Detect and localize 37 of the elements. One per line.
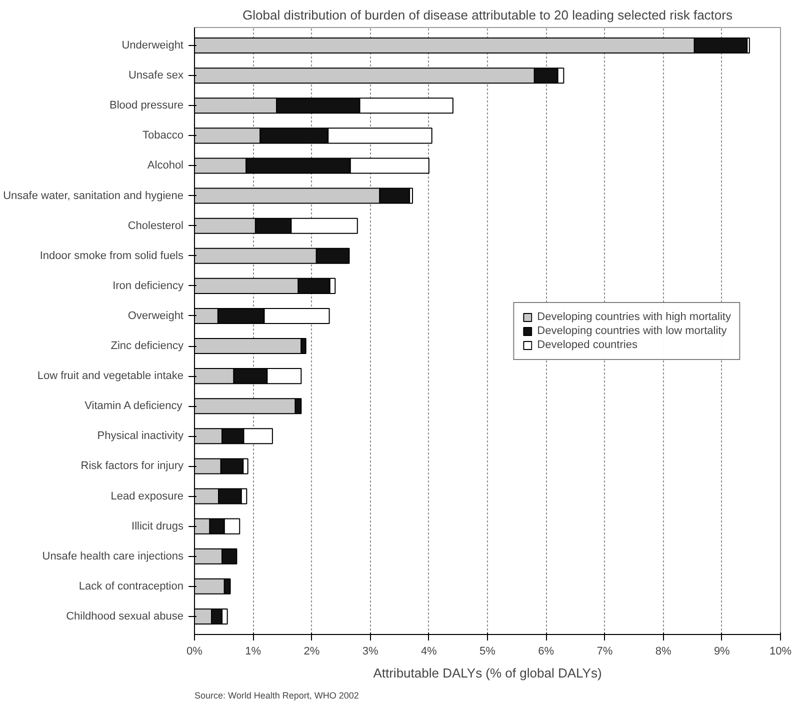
x-tick-label: 10%	[769, 646, 792, 658]
y-tick-label: Overweight	[128, 310, 184, 322]
y-tick-label: Unsafe health care injections	[42, 550, 184, 562]
y-tick-label: Lack of contraception	[78, 580, 184, 592]
legend-label: Developing countries with low mortality	[537, 324, 727, 336]
y-tick-label: Unsafe water, sanitation and hygiene	[3, 190, 184, 202]
x-tick-label: 1%	[245, 646, 262, 658]
y-tick-label: Iron deficiency	[112, 280, 184, 292]
y-tick-label: Illicit drugs	[132, 520, 184, 532]
y-tick-label: Cholesterol	[128, 220, 184, 232]
x-axis-title: Attributable DALYs (% of global DALYs)	[373, 666, 602, 680]
x-tick-label: 4%	[420, 646, 438, 658]
legend-label: Developed countries	[537, 338, 638, 350]
y-tick-label: Physical inactivity	[97, 430, 184, 442]
y-tick-label: Vitamin A deficiency	[84, 400, 183, 412]
x-tick-label: 9%	[714, 646, 730, 658]
y-tick-label: Low fruit and vegetable intake	[37, 370, 184, 382]
y-tick-label: Tobacco	[142, 130, 184, 142]
y-tick-label: Blood pressure	[110, 100, 184, 112]
x-tick-label: 2%	[304, 646, 320, 658]
y-tick-label: Lead exposure	[110, 490, 184, 502]
y-tick-label: Childhood sexual abuse	[66, 610, 184, 622]
x-tick-label: 8%	[655, 646, 672, 658]
y-tick-label: Zinc deficiency	[110, 340, 184, 352]
x-tick-label: 7%	[596, 646, 613, 658]
source-note: Source: World Health Report, WHO 2002	[194, 690, 359, 700]
y-tick-label: Underweight	[122, 40, 184, 52]
y-tick-label: Risk factors for injury	[80, 460, 184, 472]
x-tick-label: 3%	[362, 646, 378, 658]
x-tick-label: 6%	[538, 646, 554, 658]
y-tick-label: Unsafe sex	[128, 70, 184, 82]
chart-title: Global distribution of burden of disease attributable to 20 leading selected risk factors	[242, 8, 733, 22]
x-tick-label: 0%	[186, 646, 203, 658]
y-tick-label: Alcohol	[147, 160, 184, 172]
y-tick-label: Indoor smoke from solid fuels	[40, 250, 184, 262]
x-tick-label: 5%	[480, 646, 496, 658]
legend-label: Developing countries with high mortality	[537, 310, 731, 322]
